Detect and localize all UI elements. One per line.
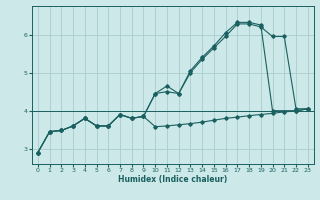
X-axis label: Humidex (Indice chaleur): Humidex (Indice chaleur)	[118, 175, 228, 184]
